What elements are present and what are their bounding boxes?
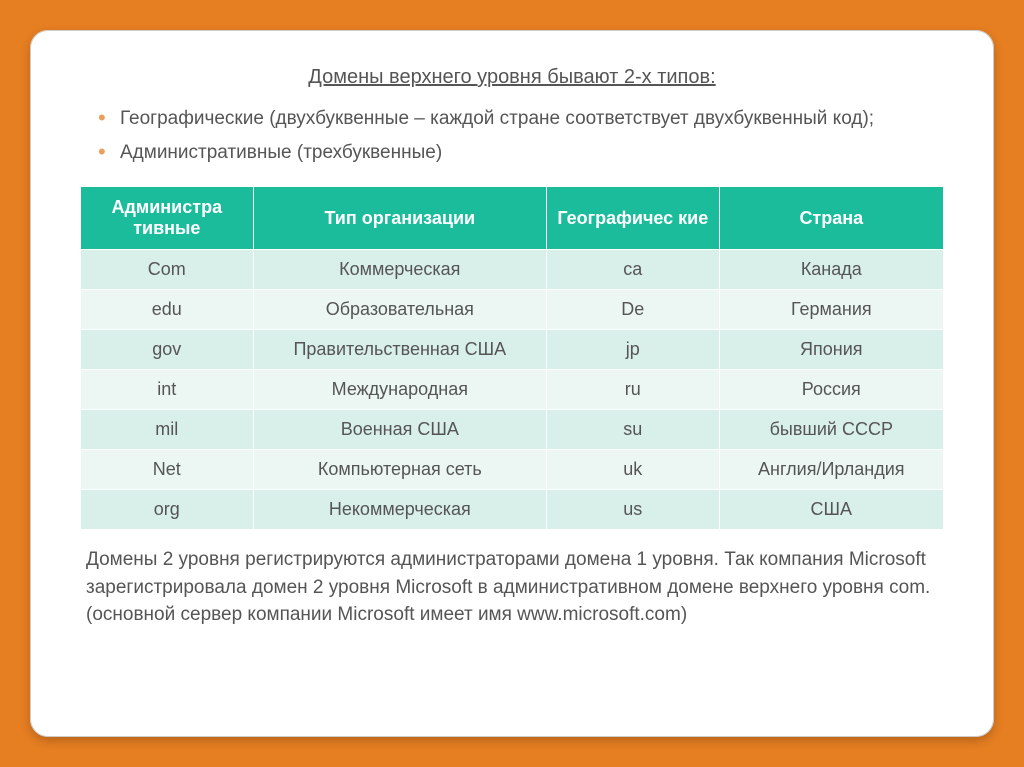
cell-geo: De xyxy=(547,290,720,330)
cell-geo: ca xyxy=(547,250,720,290)
cell-orgtype: Военная США xyxy=(253,410,546,450)
table-header-row: Администра тивные Тип организации Геогра… xyxy=(81,187,944,250)
cell-country: бывший СССР xyxy=(719,410,943,450)
cell-geo: ru xyxy=(547,370,720,410)
cell-country: Англия/Ирландия xyxy=(719,450,943,490)
cell-admin: mil xyxy=(81,410,254,450)
table-row: int Международная ru Россия xyxy=(81,370,944,410)
bullet-list: Географические (двухбуквенные – каждой с… xyxy=(80,105,944,172)
cell-admin: org xyxy=(81,490,254,530)
cell-country: Россия xyxy=(719,370,943,410)
col-header-admin: Администра тивные xyxy=(81,187,254,250)
slide-card: Домены верхнего уровня бывают 2-х типов:… xyxy=(30,30,994,737)
col-header-orgtype: Тип организации xyxy=(253,187,546,250)
cell-orgtype: Коммерческая xyxy=(253,250,546,290)
col-header-country: Страна xyxy=(719,187,943,250)
table-row: Com Коммерческая ca Канада xyxy=(81,250,944,290)
cell-admin: gov xyxy=(81,330,254,370)
table-row: gov Правительственная США jp Япония xyxy=(81,330,944,370)
table-row: mil Военная США su бывший СССР xyxy=(81,410,944,450)
cell-geo: su xyxy=(547,410,720,450)
cell-geo: jp xyxy=(547,330,720,370)
cell-country: США xyxy=(719,490,943,530)
cell-admin: int xyxy=(81,370,254,410)
cell-admin: Com xyxy=(81,250,254,290)
cell-admin: edu xyxy=(81,290,254,330)
cell-orgtype: Компьютерная сеть xyxy=(253,450,546,490)
cell-admin: Net xyxy=(81,450,254,490)
bullet-item: Географические (двухбуквенные – каждой с… xyxy=(98,105,944,133)
cell-country: Германия xyxy=(719,290,943,330)
col-header-geo: Географичес кие xyxy=(547,187,720,250)
table-row: edu Образовательная De Германия xyxy=(81,290,944,330)
slide-title: Домены верхнего уровня бывают 2-х типов: xyxy=(80,66,944,89)
cell-orgtype: Международная xyxy=(253,370,546,410)
cell-country: Канада xyxy=(719,250,943,290)
domains-table: Администра тивные Тип организации Геогра… xyxy=(80,186,944,530)
cell-geo: us xyxy=(547,490,720,530)
cell-country: Япония xyxy=(719,330,943,370)
footer-paragraph: Домены 2 уровня регистрируются администр… xyxy=(80,546,944,629)
cell-orgtype: Образовательная xyxy=(253,290,546,330)
cell-geo: uk xyxy=(547,450,720,490)
table-row: org Некоммерческая us США xyxy=(81,490,944,530)
table-row: Net Компьютерная сеть uk Англия/Ирландия xyxy=(81,450,944,490)
bullet-item: Административные (трехбуквенные) xyxy=(98,139,944,167)
cell-orgtype: Некоммерческая xyxy=(253,490,546,530)
cell-orgtype: Правительственная США xyxy=(253,330,546,370)
